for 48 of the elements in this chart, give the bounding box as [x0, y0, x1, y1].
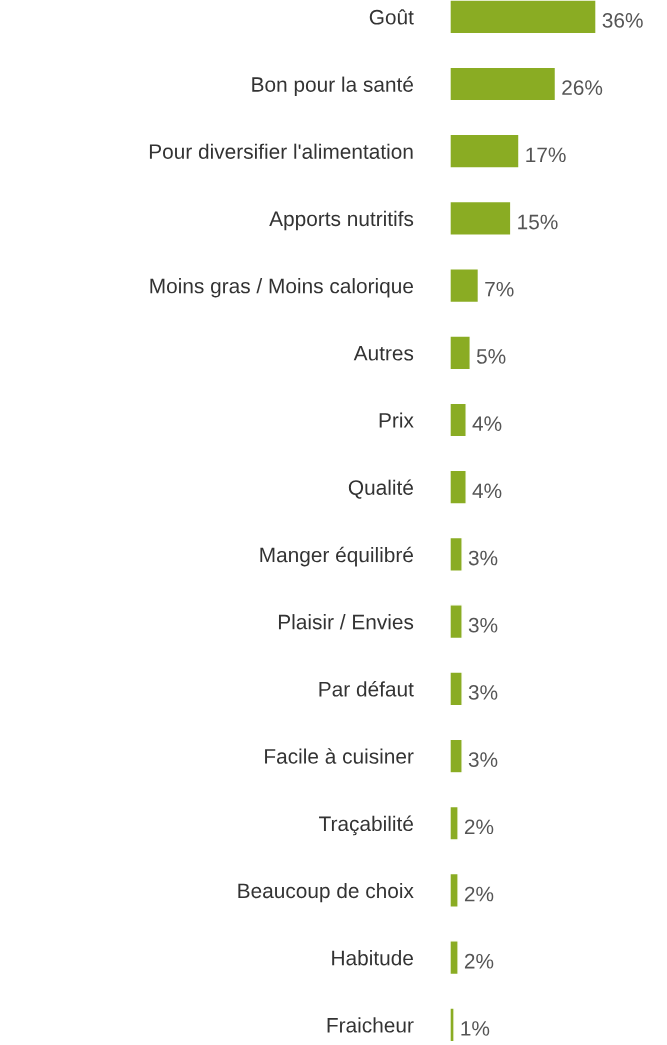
bar	[450, 133, 520, 169]
y-tick-label: Par défaut	[319, 681, 414, 697]
bar	[450, 335, 471, 371]
bar	[450, 604, 463, 640]
bar	[450, 268, 480, 304]
y-tick-label: Plaisir / Envies	[278, 614, 414, 630]
y-tick-label: Goût	[369, 9, 414, 25]
y-tick-label: Facile à cuisiner	[265, 748, 414, 764]
y-tick-label: Bon pour la santé	[252, 76, 413, 96]
y-tick-label: Manger équilibré	[260, 546, 413, 567]
bar	[450, 671, 463, 707]
bar	[450, 1007, 455, 1043]
data-label: 2%	[464, 819, 494, 835]
bar	[450, 200, 512, 236]
data-label: 26%	[562, 80, 603, 95]
y-tick-label: Fraicheur	[327, 1017, 414, 1033]
y-tick-label: Autres	[353, 346, 414, 361]
y-tick-label: Traçabilité	[319, 815, 413, 836]
y-tick-label: Qualité	[348, 479, 413, 499]
data-label: 3%	[468, 617, 498, 633]
data-label: 1%	[461, 1021, 490, 1036]
bar	[450, 469, 467, 505]
data-label: 7%	[485, 281, 514, 297]
y-tick-label: Apports nutritifs	[269, 210, 414, 231]
y-tick-label: Beaucoup de choix	[238, 882, 414, 903]
bar	[450, 66, 557, 102]
bar	[450, 536, 463, 572]
data-label: 15%	[518, 214, 558, 230]
data-label: 5%	[476, 349, 506, 364]
data-label: 17%	[526, 147, 566, 163]
data-label: 4%	[472, 483, 502, 499]
bar	[450, 805, 459, 841]
bar	[450, 940, 459, 976]
bar	[450, 738, 463, 774]
y-tick-label: Moins gras / Moins calorique	[150, 278, 413, 298]
bar	[450, 402, 467, 438]
y-tick-label: Prix	[379, 412, 414, 428]
data-label: 2%	[464, 886, 494, 902]
data-label: 36%	[602, 13, 643, 28]
data-label: 3%	[468, 550, 498, 566]
y-tick-label: Pour diversifier l'alimentation	[149, 143, 413, 159]
y-tick-label: Habitude	[332, 950, 413, 966]
data-label: 3%	[468, 685, 498, 700]
bar	[450, 0, 596, 35]
bar	[450, 872, 459, 908]
data-label: 2%	[464, 953, 494, 969]
data-label: 4%	[472, 416, 502, 431]
data-label: 3%	[468, 752, 498, 767]
